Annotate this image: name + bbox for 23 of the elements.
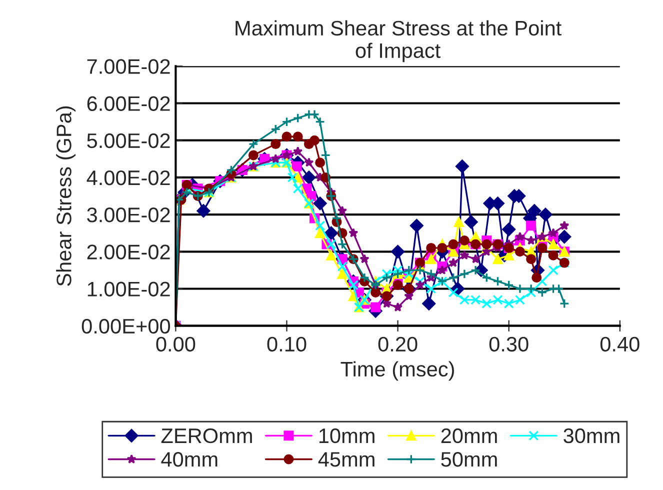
legend-label: 30mm xyxy=(564,428,620,444)
y-tick-label: 0.00E+00 xyxy=(82,318,170,334)
x-tick-label: 0.00 xyxy=(156,336,196,352)
y-tick-label: 2.00E-02 xyxy=(87,244,170,260)
x-tick-label: 0.10 xyxy=(267,336,306,352)
y-tick-label: 1.00E-02 xyxy=(88,282,170,297)
legend-label: 40mm xyxy=(161,452,218,467)
chart-title: Maximum Shear Stress at the Point of Impact xyxy=(236,20,562,62)
legend-label: ZEROmm xyxy=(161,428,252,444)
y-axis-title: Shear Stress (GPa) xyxy=(56,106,76,286)
x-tick-label: 0.20 xyxy=(378,336,418,352)
legend-label: 10mm xyxy=(319,428,374,444)
y-tick-label: 7.00E-02 xyxy=(87,59,170,74)
y-tick-label: 4.00E-02 xyxy=(86,170,170,186)
legend-label: 20mm xyxy=(441,428,497,444)
x-axis-title: Time (msec) xyxy=(340,361,454,381)
x-tick-label: 0.30 xyxy=(489,336,528,352)
legend-label: 50mm xyxy=(441,452,497,467)
y-tick-label: 3.00E-02 xyxy=(87,208,170,222)
x-tick-label: 0.40 xyxy=(600,336,640,352)
y-tick-label: 5.00E-02 xyxy=(87,133,170,148)
y-tick-label: 6.00E-02 xyxy=(87,96,170,112)
legend-label: 45mm xyxy=(318,452,374,467)
